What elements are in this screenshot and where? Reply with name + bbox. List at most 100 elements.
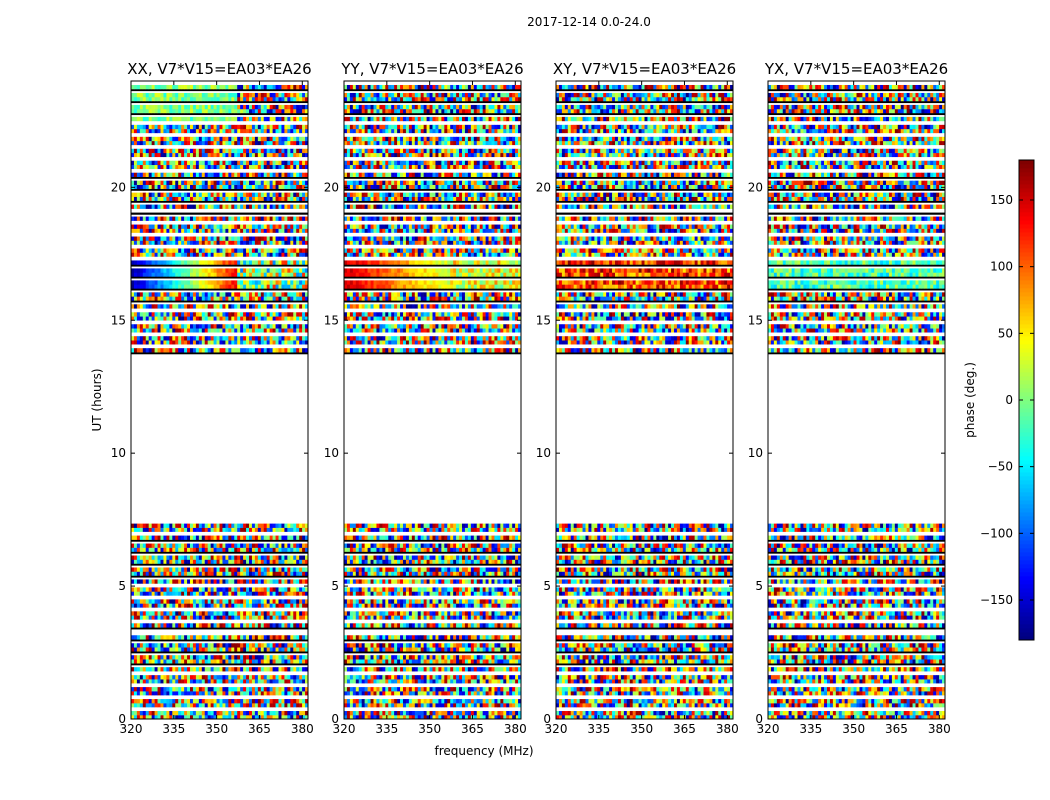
heatmap-cell — [222, 348, 225, 352]
heatmap-cell — [220, 324, 223, 328]
heatmap-cell — [252, 599, 255, 603]
heatmap-cell — [471, 691, 474, 695]
heatmap-cell — [299, 611, 302, 615]
heatmap-cell — [379, 679, 382, 683]
heatmap-cell — [276, 699, 279, 703]
heatmap-cell — [302, 173, 305, 177]
heatmap-cell — [169, 181, 172, 185]
heatmap-cell — [249, 268, 252, 272]
heatmap-cell — [143, 615, 146, 619]
heatmap-cell — [163, 587, 166, 591]
heatmap-cell — [220, 296, 223, 300]
heatmap-cell — [231, 292, 234, 296]
heatmap-cell — [270, 647, 273, 651]
heatmap-cell — [240, 149, 243, 153]
heatmap-cell — [290, 571, 293, 575]
heatmap-cell — [356, 687, 359, 691]
heatmap-cell — [267, 711, 270, 715]
heatmap-cell — [273, 655, 276, 659]
heatmap-cell — [438, 687, 441, 691]
heatmap-cell — [264, 97, 267, 101]
heatmap-cell — [261, 205, 264, 209]
heatmap-cell — [231, 591, 234, 595]
heatmap-cell — [264, 544, 267, 548]
heatmap-cell — [158, 591, 161, 595]
heatmap-cell — [284, 93, 287, 97]
heatmap-cell — [302, 85, 305, 89]
flag-row — [131, 639, 308, 641]
heatmap-cell — [290, 687, 293, 691]
heatmap-cell — [480, 687, 483, 691]
heatmap-cell — [267, 217, 270, 221]
heatmap-cell — [261, 268, 264, 272]
heatmap-cell — [273, 611, 276, 615]
heatmap-cell — [175, 655, 178, 659]
heatmap-cell — [284, 149, 287, 153]
heatmap-cell — [163, 647, 166, 651]
heatmap-cell — [137, 691, 140, 695]
heatmap-cell — [178, 129, 181, 133]
heatmap-cell — [175, 536, 178, 540]
heatmap-cell — [166, 125, 169, 129]
heatmap-cell — [225, 699, 228, 703]
heatmap-cell — [290, 248, 293, 252]
heatmap-cell — [365, 687, 368, 691]
heatmap-cell — [293, 599, 296, 603]
heatmap-cell — [187, 117, 190, 121]
heatmap-cell — [175, 129, 178, 133]
heatmap-cell — [166, 579, 169, 583]
heatmap-cell — [163, 153, 166, 157]
heatmap-cell — [202, 125, 205, 129]
heatmap-cell — [149, 544, 152, 548]
heatmap-cell — [255, 548, 258, 552]
heatmap-cell — [140, 536, 143, 540]
heatmap-cell — [155, 252, 158, 256]
heatmap-cell — [161, 591, 164, 595]
heatmap-cell — [184, 571, 187, 575]
heatmap-cell — [249, 567, 252, 571]
heatmap-cell — [264, 324, 267, 328]
heatmap-cell — [208, 225, 211, 229]
heatmap-cell — [246, 316, 249, 320]
heatmap-cell — [287, 137, 290, 141]
heatmap-cell — [214, 711, 217, 715]
heatmap-cell — [234, 675, 237, 679]
heatmap-cell — [166, 647, 169, 651]
heatmap-cell — [400, 711, 403, 715]
heatmap-cell — [246, 129, 249, 133]
heatmap-cell — [246, 193, 249, 197]
heatmap-cell — [137, 635, 140, 639]
heatmap-cell — [193, 125, 196, 129]
heatmap-cell — [175, 304, 178, 308]
heatmap-cell — [187, 675, 190, 679]
heatmap-cell — [190, 691, 193, 695]
heatmap-cell — [199, 659, 202, 663]
heatmap-cell — [284, 252, 287, 256]
heatmap-cell — [234, 237, 237, 241]
heatmap-cell — [217, 248, 220, 252]
heatmap-cell — [382, 659, 385, 663]
heatmap-cell — [255, 528, 258, 532]
heatmap-cell — [279, 687, 282, 691]
heatmap-cell — [181, 292, 184, 296]
heatmap-cell — [161, 248, 164, 252]
heatmap-cell — [134, 556, 137, 560]
heatmap-cell — [161, 225, 164, 229]
heatmap-cell — [290, 292, 293, 296]
heatmap-cell — [211, 340, 214, 344]
heatmap-cell — [273, 137, 276, 141]
heatmap-cell — [258, 296, 261, 300]
heatmap-cell — [237, 165, 240, 169]
heatmap-cell — [228, 137, 231, 141]
heatmap-cell — [199, 217, 202, 221]
heatmap-cell — [234, 161, 237, 165]
heatmap-cell — [243, 268, 246, 272]
heatmap-cell — [252, 252, 255, 256]
heatmap-cell — [240, 687, 243, 691]
heatmap-cell — [231, 611, 234, 615]
heatmap-cell — [220, 105, 223, 109]
heatmap-cell — [489, 687, 492, 691]
heatmap-cell — [187, 141, 190, 145]
heatmap-cell — [137, 679, 140, 683]
heatmap-cell — [258, 599, 261, 603]
